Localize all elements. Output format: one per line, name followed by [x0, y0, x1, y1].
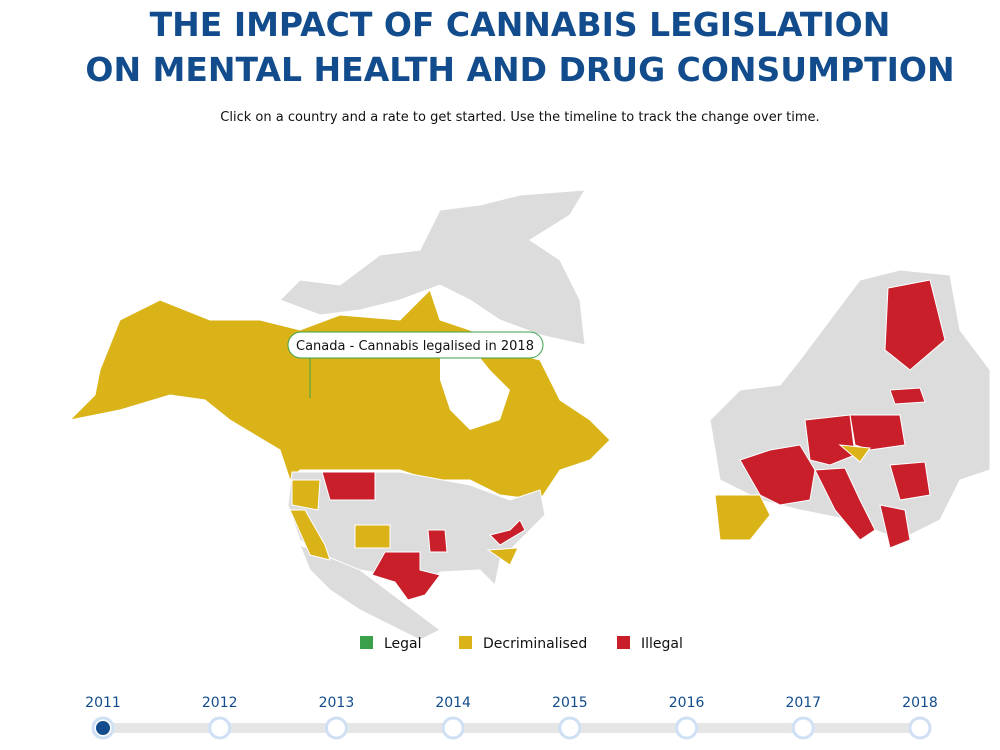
- country[interactable]: [714, 494, 771, 541]
- legend-label[interactable]: Illegal: [641, 636, 683, 652]
- legend-swatch: [459, 636, 472, 649]
- timeline-dot[interactable]: [908, 716, 932, 740]
- legend-label[interactable]: Decriminalised: [483, 636, 587, 652]
- title-line: ON MENTAL HEALTH AND DRUG CONSUMPTION: [85, 50, 954, 89]
- state[interactable]: [321, 471, 376, 501]
- state[interactable]: [354, 524, 391, 549]
- tooltip: Canada - Cannabis legalised in 2018: [287, 331, 544, 398]
- subtitle: Click on a country and a rate to get sta…: [220, 110, 819, 125]
- timeline-dot[interactable]: [558, 716, 582, 740]
- timeline-year[interactable]: 2011: [85, 695, 121, 711]
- legend-label[interactable]: Legal: [384, 636, 422, 652]
- state[interactable]: [427, 529, 448, 553]
- tooltip-text: Canada - Cannabis legalised in 2018: [296, 339, 534, 354]
- timeline-year[interactable]: 2016: [669, 695, 705, 711]
- timeline-year[interactable]: 2018: [902, 695, 938, 711]
- timeline-year[interactable]: 2013: [319, 695, 355, 711]
- timeline-dot[interactable]: [324, 716, 348, 740]
- tooltip-box: [287, 331, 544, 359]
- country[interactable]: [889, 461, 931, 501]
- timeline-dot[interactable]: [441, 716, 465, 740]
- bay: [440, 340, 510, 430]
- timeline-year[interactable]: 2012: [202, 695, 238, 711]
- country[interactable]: [838, 444, 871, 463]
- timeline-dot[interactable]: [675, 716, 699, 740]
- timeline: 2011 2012 2013 2014 2015 2016 2017 2018: [85, 695, 938, 740]
- country[interactable]: [804, 414, 856, 466]
- map: [68, 189, 991, 641]
- country[interactable]: [849, 414, 906, 451]
- legend-swatch: [617, 636, 630, 649]
- country[interactable]: [884, 279, 946, 371]
- country[interactable]: [879, 504, 911, 549]
- timeline-year[interactable]: 2014: [435, 695, 471, 711]
- country[interactable]: [814, 467, 876, 541]
- timeline-dot[interactable]: [208, 716, 232, 740]
- timeline-year[interactable]: 2015: [552, 695, 588, 711]
- country-mexico[interactable]: [299, 544, 441, 641]
- timeline-track: [95, 723, 925, 733]
- region[interactable]: [279, 189, 586, 346]
- legend-swatch: [360, 636, 373, 649]
- title-line: THE IMPACT OF CANNABIS LEGISLATION: [150, 5, 891, 44]
- state[interactable]: [371, 551, 441, 601]
- legend: Legal Decriminalised Illegal: [360, 636, 683, 652]
- timeline-dot-active: [96, 721, 110, 735]
- country[interactable]: [739, 444, 816, 506]
- state[interactable]: [289, 509, 331, 561]
- state[interactable]: [489, 519, 526, 546]
- timeline-year[interactable]: 2017: [785, 695, 821, 711]
- state[interactable]: [291, 479, 321, 511]
- country[interactable]: [889, 387, 926, 405]
- state[interactable]: [486, 547, 519, 566]
- timeline-dot[interactable]: [791, 716, 815, 740]
